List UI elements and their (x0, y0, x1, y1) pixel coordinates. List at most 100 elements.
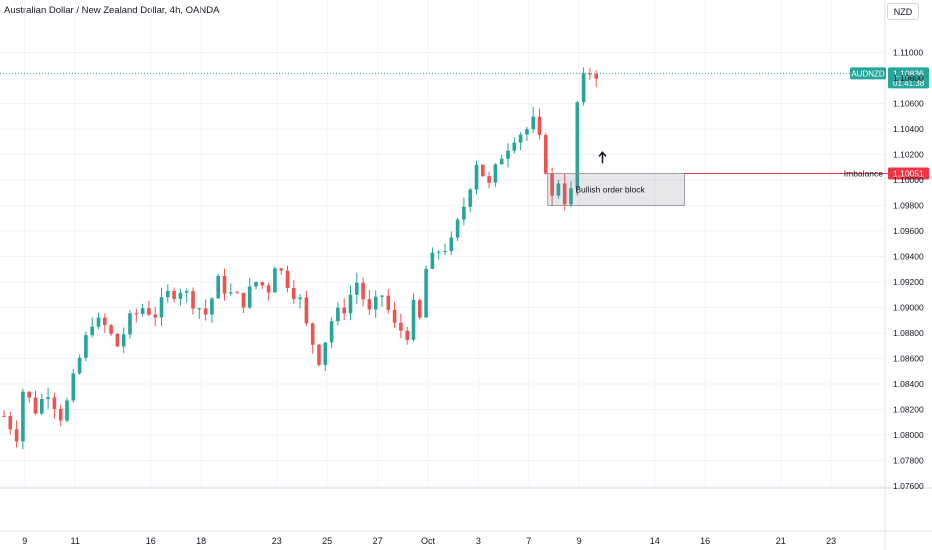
candle-body (121, 334, 126, 347)
candle (506, 143, 510, 168)
candle (544, 132, 548, 175)
candle (512, 137, 517, 154)
candle (178, 288, 183, 306)
candle-body (153, 314, 157, 318)
candle (203, 299, 208, 321)
candle-body (310, 323, 315, 345)
candle-body (260, 282, 265, 286)
candle-body (191, 291, 195, 309)
candle (455, 217, 460, 242)
y-tick-label: 1.09000 (893, 303, 924, 313)
candle-body (109, 325, 113, 334)
candle-body (386, 295, 391, 310)
candle (436, 249, 441, 260)
y-axis: 1.11000 1.10800 1.10600 1.10400 1.10200 1.100… (893, 48, 924, 492)
candle-body (197, 308, 202, 310)
y-tick-label: 1.10600 (893, 99, 924, 109)
candle-body (140, 308, 145, 314)
candle-body (172, 290, 176, 299)
candle-body (329, 321, 334, 343)
candle-body (323, 342, 328, 365)
candle-body (292, 287, 296, 300)
candle (134, 308, 139, 323)
candle (556, 179, 561, 199)
candle (65, 397, 69, 423)
x-tick-label: 21 (776, 536, 786, 546)
candle (166, 284, 170, 303)
candle-body (588, 73, 592, 75)
candle-body (449, 237, 454, 252)
symbol-tag: AUDNZD (850, 67, 886, 80)
candle-body (90, 326, 94, 336)
candle-body (544, 134, 548, 174)
candle-body (103, 317, 107, 326)
x-tick-label: 18 (196, 536, 206, 546)
y-tick-label: 1.09600 (893, 226, 924, 236)
y-tick-label: 1.08800 (893, 328, 924, 338)
candle (588, 67, 592, 80)
candle-body (147, 308, 151, 315)
y-tick-label: 1.10800 (893, 73, 924, 83)
candle (462, 197, 466, 226)
x-tick-label: 16 (146, 536, 156, 546)
candle (342, 298, 346, 321)
order-block-box[interactable]: Bullish order block (547, 173, 685, 206)
candle (531, 107, 535, 134)
y-tick-label: 1.08600 (893, 354, 924, 364)
candle-body (487, 176, 491, 183)
candle (8, 411, 13, 435)
order-block-rect[interactable] (547, 173, 685, 206)
candle (499, 154, 504, 165)
candle-body (556, 183, 561, 196)
currency-button[interactable]: NZD (887, 3, 919, 20)
chart-title: Australian Dollar / New Zealand Dollar, … (4, 5, 220, 16)
last-price-tag-bg (888, 67, 929, 89)
candle-body (499, 158, 504, 165)
candle-body (166, 290, 170, 298)
candle (40, 394, 44, 416)
bar-countdown: 01:41:38 (893, 79, 925, 88)
candle-body (424, 268, 428, 318)
candle (216, 273, 220, 299)
candle-body (581, 73, 586, 103)
candle (386, 289, 391, 314)
candle (84, 331, 88, 362)
candle-body (392, 309, 397, 323)
candle-body (569, 188, 573, 205)
candle-body (210, 298, 214, 315)
candle (140, 303, 145, 317)
candle-body (184, 291, 189, 293)
y-tick-label: 1.09800 (893, 201, 924, 211)
candle (537, 108, 542, 140)
candle (153, 306, 157, 327)
x-tick-label: 27 (373, 536, 383, 546)
candle (468, 187, 472, 212)
candle (96, 312, 101, 330)
candle (317, 344, 321, 367)
y-tick-label: 1.11000 (893, 48, 923, 58)
arrow-head (598, 151, 607, 157)
candles (2, 67, 598, 450)
y-tick-label: 1.10200 (893, 150, 924, 160)
candle (172, 287, 176, 303)
candle (304, 290, 309, 327)
candle-body (40, 399, 44, 414)
candle-body (2, 415, 6, 417)
x-tick-label: 14 (650, 536, 660, 546)
candle-body (77, 357, 82, 374)
candle (46, 387, 50, 409)
candle-body (52, 397, 57, 409)
candle (33, 390, 38, 416)
candle-body (506, 150, 510, 159)
candle (323, 342, 328, 372)
candle-body (531, 116, 535, 130)
candle (418, 298, 422, 320)
symbol-tag-bg (850, 67, 886, 80)
candle (77, 354, 82, 375)
candle-body (178, 292, 183, 299)
candle (405, 326, 409, 345)
candle-body (247, 286, 252, 308)
